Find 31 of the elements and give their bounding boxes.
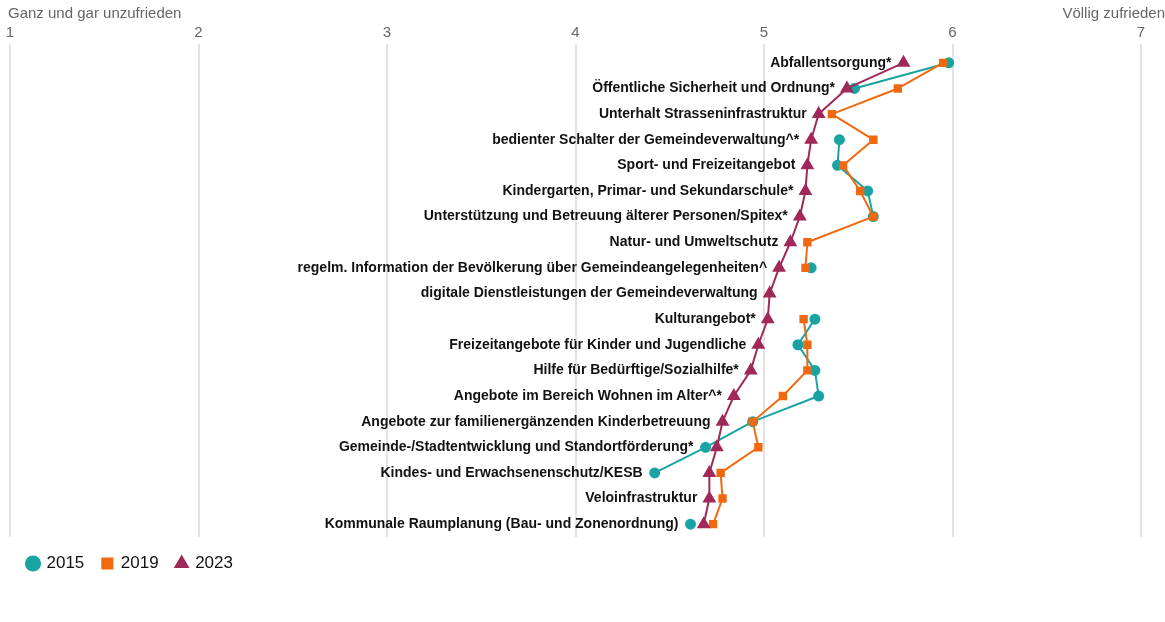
y-tick-label: Unterhalt Strasseninfrastruktur	[598, 104, 808, 121]
legend-label: 2023	[195, 553, 233, 573]
y-tick-label: Kommunale Raumplanung (Bau- und Zonenordnung)	[324, 515, 679, 532]
x-tick-label: 5	[759, 23, 769, 41]
legend-label: 2019	[120, 553, 159, 573]
x-tick-label: 6	[948, 23, 957, 41]
y-tick-label: Abfallentsorgung*	[770, 53, 893, 70]
y-tick-label: Kindes- und Erwachsenenschutz/KESB	[380, 463, 643, 480]
y-tick-label: Veloinfrastruktur	[585, 489, 698, 506]
y-tick-label: digitale Dienstleistungen der Gemeindeverwaltung	[420, 284, 758, 301]
y-tick-label: regelm. Information der Bevölkerung über Gemeindeangelegenheiten^	[297, 258, 768, 275]
legend-label: 2015	[46, 553, 85, 573]
x-tick-label: 1	[5, 23, 15, 41]
y-tick-label: Angebote zur familienergänzenden Kinderbetreuung	[361, 412, 711, 429]
y-tick-label: Sport- und Freizeitangebot	[617, 156, 796, 173]
y-tick-label: bedienter Schalter der Gemeindeverwaltung^*	[492, 130, 800, 147]
text: Völlig zufrieden	[1062, 4, 1165, 22]
y-tick-label: Öffentliche Sicherheit und Ordnung*	[592, 79, 836, 96]
y-tick-label: Natur- und Umweltschutz	[609, 233, 779, 250]
y-tick-label: Gemeinde-/Stadtentwicklung und Standortförderung*	[338, 438, 695, 455]
y-tick-label: Unterstützung und Betreuung älterer Personen/Spitex*	[423, 207, 789, 224]
x-tick-label: 7	[1136, 23, 1146, 41]
y-tick-label: Kindergarten, Primar- und Sekundarschule*	[502, 181, 795, 198]
x-tick-label: 2	[194, 23, 203, 41]
y-tick-label: Hilfe für Bedürftige/Sozialhilfe*	[533, 361, 740, 378]
text: Ganz und gar unzufrieden	[8, 4, 182, 22]
y-tick-label: Freizeitangebote für Kinder und Jugendliche	[449, 335, 747, 352]
y-tick-label: Kulturangebot*	[654, 309, 757, 326]
x-tick-label: 3	[382, 23, 392, 41]
y-tick-label: Angebote im Bereich Wohnen im Alter^*	[453, 386, 723, 403]
x-tick-label: 4	[571, 23, 580, 41]
